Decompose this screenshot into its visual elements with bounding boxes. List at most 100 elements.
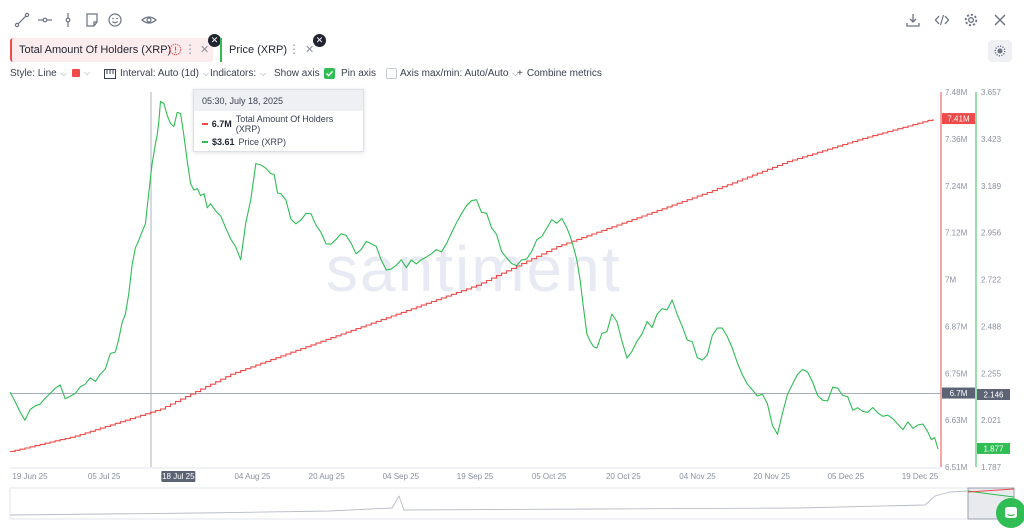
holders-series-line — [10, 119, 934, 453]
tooltip-date: 05:30, July 18, 2025 — [194, 90, 363, 111]
close-badge-icon[interactable]: ✕ — [208, 34, 221, 47]
price-tick-label: 2.021 — [981, 416, 1002, 425]
line-tool-icon[interactable] — [14, 12, 30, 28]
chevron-down-icon: ⌵ — [60, 68, 67, 78]
close-icon[interactable] — [992, 12, 1008, 28]
holders-last-badge: 7.41M — [947, 115, 970, 124]
price-tick-label: 2.956 — [981, 229, 1002, 238]
x-tick-label: 05 Jul 25 — [88, 472, 121, 481]
legend-dash — [202, 141, 208, 143]
eye-icon[interactable] — [141, 12, 157, 28]
holders-tick-label: 7.24M — [945, 182, 968, 191]
pin-axis-label: Pin axis — [341, 68, 377, 79]
color-picker[interactable]: ⌵ — [72, 68, 90, 78]
price-last-badge-bg — [977, 442, 1010, 454]
show-axis-label: Show axis — [274, 68, 320, 79]
chart-toolbar — [0, 0, 1024, 40]
tooltip-price-value: $3.61 — [212, 137, 235, 147]
chevron-down-icon: ⌵ — [260, 68, 267, 78]
remove-metric-icon[interactable]: ✕ — [200, 44, 210, 56]
holders-tick-label: 6.87M — [945, 322, 968, 331]
remove-metric-icon[interactable]: ✕ — [305, 44, 315, 56]
price-cursor-badge: 2.146 — [983, 391, 1004, 400]
warning-icon[interactable] — [169, 43, 182, 56]
vertical-line-icon[interactable] — [60, 12, 76, 28]
price-tick-label: 2.722 — [981, 276, 1002, 285]
x-tick-label: 19 Sep 25 — [457, 472, 494, 481]
indicators-dropdown[interactable]: Indicators: ⌵ — [210, 68, 266, 79]
download-icon[interactable] — [905, 12, 921, 28]
embed-code-icon[interactable] — [934, 12, 950, 28]
holders-tick-label: 7.48M — [945, 88, 968, 97]
metric-label-price: Price (XRP) — [229, 44, 288, 56]
holders-tick-label: 6.63M — [945, 416, 968, 425]
x-tick-label: 05 Dec 25 — [828, 472, 865, 481]
plus-icon: + — [517, 68, 523, 79]
x-tick-label: 19 Dec 25 — [902, 472, 939, 481]
navigator-series-line — [9, 490, 969, 516]
x-tick-label: 18 Jul 25 — [162, 472, 195, 481]
axis-maxmin-label: Axis max/min: Auto/Auto — [400, 68, 509, 79]
calendar-icon — [104, 68, 116, 79]
price-tick-label: 3.657 — [981, 88, 1002, 97]
x-tick-label: 04 Nov 25 — [679, 472, 716, 481]
holders-cursor-badge-bg — [942, 387, 975, 399]
price-cursor-badge-bg — [977, 389, 1010, 401]
metric-label-holders: Total Amount Of Holders (XRP) — [19, 44, 172, 56]
interval-label: Interval: Auto (1d) — [120, 68, 199, 79]
interval-dropdown[interactable]: Interval: Auto (1d) ⌵ — [104, 68, 209, 79]
holders-cursor-badge: 6.7M — [950, 389, 968, 398]
horizontal-ray-icon[interactable] — [37, 12, 53, 28]
note-icon[interactable] — [84, 12, 100, 28]
pin-axis-toggle[interactable]: Pin axis — [341, 68, 398, 79]
chart-canvas[interactable]: 7.48M 7.36M 7.24M 7.12M 7M 6.87M 6.75M 6.63M 6.5… — [0, 84, 1024, 529]
navigator-holders-line — [967, 488, 1015, 493]
more-options-icon[interactable]: ⋮ — [184, 42, 196, 56]
x-tick-label: 20 Aug 25 — [309, 472, 346, 481]
x-tick-label: 05 Oct 25 — [532, 472, 567, 481]
metric-tab-price[interactable]: Price (XRP) ⋮ ✕ ✕ — [220, 34, 326, 62]
x-tick-label: 20 Oct 25 — [606, 472, 641, 481]
combine-label: Combine metrics — [526, 68, 602, 79]
holders-tick-label: 7.36M — [945, 135, 968, 144]
price-tick-label: 1.787 — [981, 463, 1002, 472]
style-dropdown[interactable]: Style: Line ⌵ — [10, 68, 67, 79]
x-tick-label: 20 Nov 25 — [753, 472, 790, 481]
chart-tooltip: 05:30, July 18, 2025 6.7M Total Amount O… — [193, 89, 364, 152]
chart-settings-bar: Style: Line ⌵ ⌵ Interval: Auto (1d) ⌵ Indi… — [0, 67, 1024, 83]
holders-tick-label: 6.51M — [945, 463, 968, 472]
x-tick-label: 04 Sep 25 — [383, 472, 420, 481]
holders-tick-label: 7.12M — [945, 229, 968, 238]
price-tick-label: 3.189 — [981, 182, 1002, 191]
theme-toggle-button[interactable] — [988, 40, 1012, 62]
axis-maxmin-dropdown[interactable]: Axis max/min: Auto/Auto ⌵ — [400, 68, 518, 79]
tooltip-price-name: Price (XRP) — [238, 137, 287, 147]
checkbox-checked-icon[interactable] — [323, 68, 335, 79]
price-series-line — [9, 100, 939, 450]
x-tick-label: 19 Jun 25 — [12, 472, 48, 481]
tooltip-row-price: $3.61 Price (XRP) — [194, 134, 363, 147]
sun-icon — [994, 45, 1006, 57]
chat-support-button[interactable] — [996, 498, 1024, 528]
style-label: Style: Line — [10, 68, 57, 79]
price-tick-label: 3.423 — [981, 135, 1002, 144]
holders-tick-label: 6.75M — [945, 369, 968, 378]
emoji-icon[interactable] — [107, 12, 123, 28]
price-last-badge: 1.877 — [983, 444, 1004, 453]
checkbox-unchecked-icon[interactable] — [386, 68, 398, 79]
chevron-down-icon: ⌵ — [202, 68, 210, 78]
color-swatch — [72, 69, 80, 77]
chat-icon — [1005, 507, 1017, 518]
close-badge-icon[interactable]: ✕ — [313, 34, 326, 47]
more-options-icon[interactable]: ⋮ — [288, 42, 300, 56]
combine-metrics-button[interactable]: + Combine metrics — [517, 68, 602, 79]
chevron-down-icon: ⌵ — [512, 68, 519, 78]
tooltip-holders-value: 6.7M — [211, 119, 232, 129]
tooltip-row-holders: 6.7M Total Amount Of Holders (XRP) — [194, 111, 363, 134]
chevron-down-icon: ⌵ — [84, 68, 91, 77]
gear-icon[interactable] — [963, 12, 979, 28]
show-axis-toggle[interactable]: Show axis — [274, 68, 335, 79]
indicators-label: Indicators: — [210, 68, 257, 79]
x-tick-highlight — [161, 471, 196, 482]
metric-tab-holders[interactable]: Total Amount Of Holders (XRP) ⋮ ✕ ✕ — [10, 34, 221, 62]
